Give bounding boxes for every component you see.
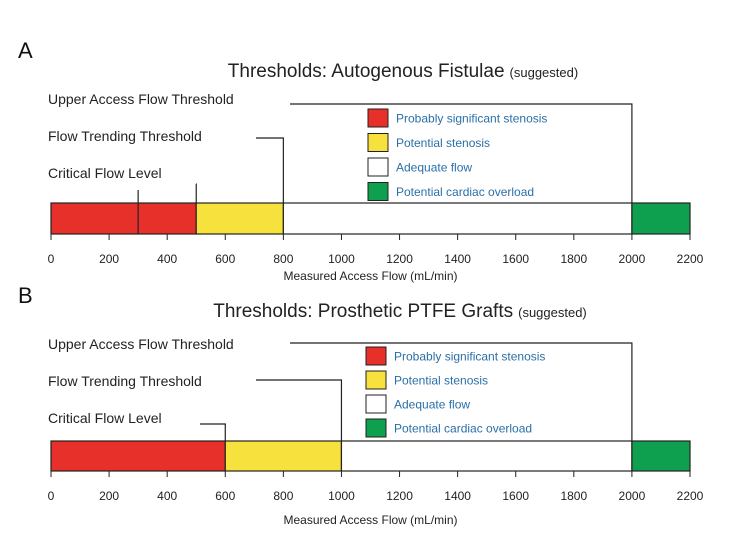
tick-label: 0 xyxy=(48,252,55,266)
tick-label: 1400 xyxy=(444,252,471,266)
tick-label: 200 xyxy=(99,252,119,266)
chart-panel-b: B Thresholds: Prosthetic PTFE Grafts (sugg… xyxy=(18,283,704,527)
threshold-leader-line xyxy=(256,379,343,441)
chart-panel-a: A Thresholds: Autogenous Fistulae (suggest… xyxy=(18,38,704,283)
tick-label: 1800 xyxy=(560,252,587,266)
threshold-label: Flow Trending Threshold xyxy=(48,128,202,144)
legend-swatch xyxy=(367,108,389,128)
threshold-leader-line xyxy=(200,423,226,441)
legend-swatch xyxy=(365,418,387,438)
tick-label: 1200 xyxy=(386,489,413,503)
threshold-leader-line xyxy=(290,342,633,441)
chart-title: Thresholds: Prosthetic PTFE Grafts (sugge… xyxy=(213,301,587,322)
tick-label: 1600 xyxy=(502,252,529,266)
legend-swatch xyxy=(367,157,389,177)
legend-swatch xyxy=(365,346,387,366)
tick-label: 800 xyxy=(273,252,293,266)
flow-segment xyxy=(50,440,226,472)
threshold-label: Upper Access Flow Threshold xyxy=(48,91,234,107)
tick-label: 1600 xyxy=(502,489,529,503)
legend-label: Probably significant stenosis xyxy=(394,350,545,364)
legend-swatch xyxy=(367,133,389,152)
flow-segment xyxy=(195,202,284,235)
tick-label: 2000 xyxy=(619,252,646,266)
tick-label: 1800 xyxy=(560,489,587,503)
tick-label: 200 xyxy=(99,489,119,503)
tick-label: 600 xyxy=(215,489,235,503)
threshold-label: Flow Trending Threshold xyxy=(48,373,202,389)
panel-letter: B xyxy=(18,283,33,308)
legend-label: Adequate flow xyxy=(394,398,470,412)
legend-label: Potential cardiac overload xyxy=(396,185,534,199)
chart-title: Thresholds: Autogenous Fistulae (suggeste… xyxy=(228,61,578,82)
flow-segment xyxy=(224,440,343,472)
chart-title-main: Thresholds: Autogenous Fistulae xyxy=(228,61,505,82)
threshold-label: Upper Access Flow Threshold xyxy=(48,336,234,352)
flow-segment xyxy=(631,202,691,235)
legend-label: Probably significant stenosis xyxy=(396,112,547,126)
legend-swatch xyxy=(365,370,387,390)
legend-swatch xyxy=(367,182,389,201)
legend-label: Adequate flow xyxy=(396,161,472,175)
tick-label: 0 xyxy=(48,489,55,503)
flow-segment xyxy=(50,202,197,235)
tick-label: 600 xyxy=(215,252,235,266)
tick-label: 1400 xyxy=(444,489,471,503)
tick-label: 2200 xyxy=(677,252,704,266)
legend-label: Potential stenosis xyxy=(394,374,488,388)
chart-subtitle: (suggested) xyxy=(518,305,587,320)
panel-letter: A xyxy=(18,38,33,63)
threshold-label: Critical Flow Level xyxy=(48,165,162,181)
threshold-leader-line xyxy=(256,137,284,203)
tick-label: 2000 xyxy=(619,489,646,503)
flow-segment xyxy=(282,202,633,235)
legend-swatch xyxy=(365,394,387,414)
tick-label: 1200 xyxy=(386,252,413,266)
flow-segment xyxy=(631,440,691,472)
legend-label: Potential cardiac overload xyxy=(394,422,532,436)
legend-label: Potential stenosis xyxy=(396,136,490,150)
tick-label: 800 xyxy=(273,489,293,503)
tick-label: 400 xyxy=(157,489,177,503)
tick-label: 2200 xyxy=(677,489,704,503)
threshold-leader-line xyxy=(290,103,633,203)
chart-subtitle: (suggested) xyxy=(510,65,579,80)
x-axis-title: Measured Access Flow (mL/min) xyxy=(283,269,457,283)
threshold-label: Critical Flow Level xyxy=(48,410,162,426)
flow-segment xyxy=(340,440,633,472)
tick-label: 1000 xyxy=(328,252,355,266)
chart-title-main: Thresholds: Prosthetic PTFE Grafts xyxy=(213,301,513,322)
tick-label: 1000 xyxy=(328,489,355,503)
tick-label: 400 xyxy=(157,252,177,266)
x-axis-title: Measured Access Flow (mL/min) xyxy=(283,513,457,527)
